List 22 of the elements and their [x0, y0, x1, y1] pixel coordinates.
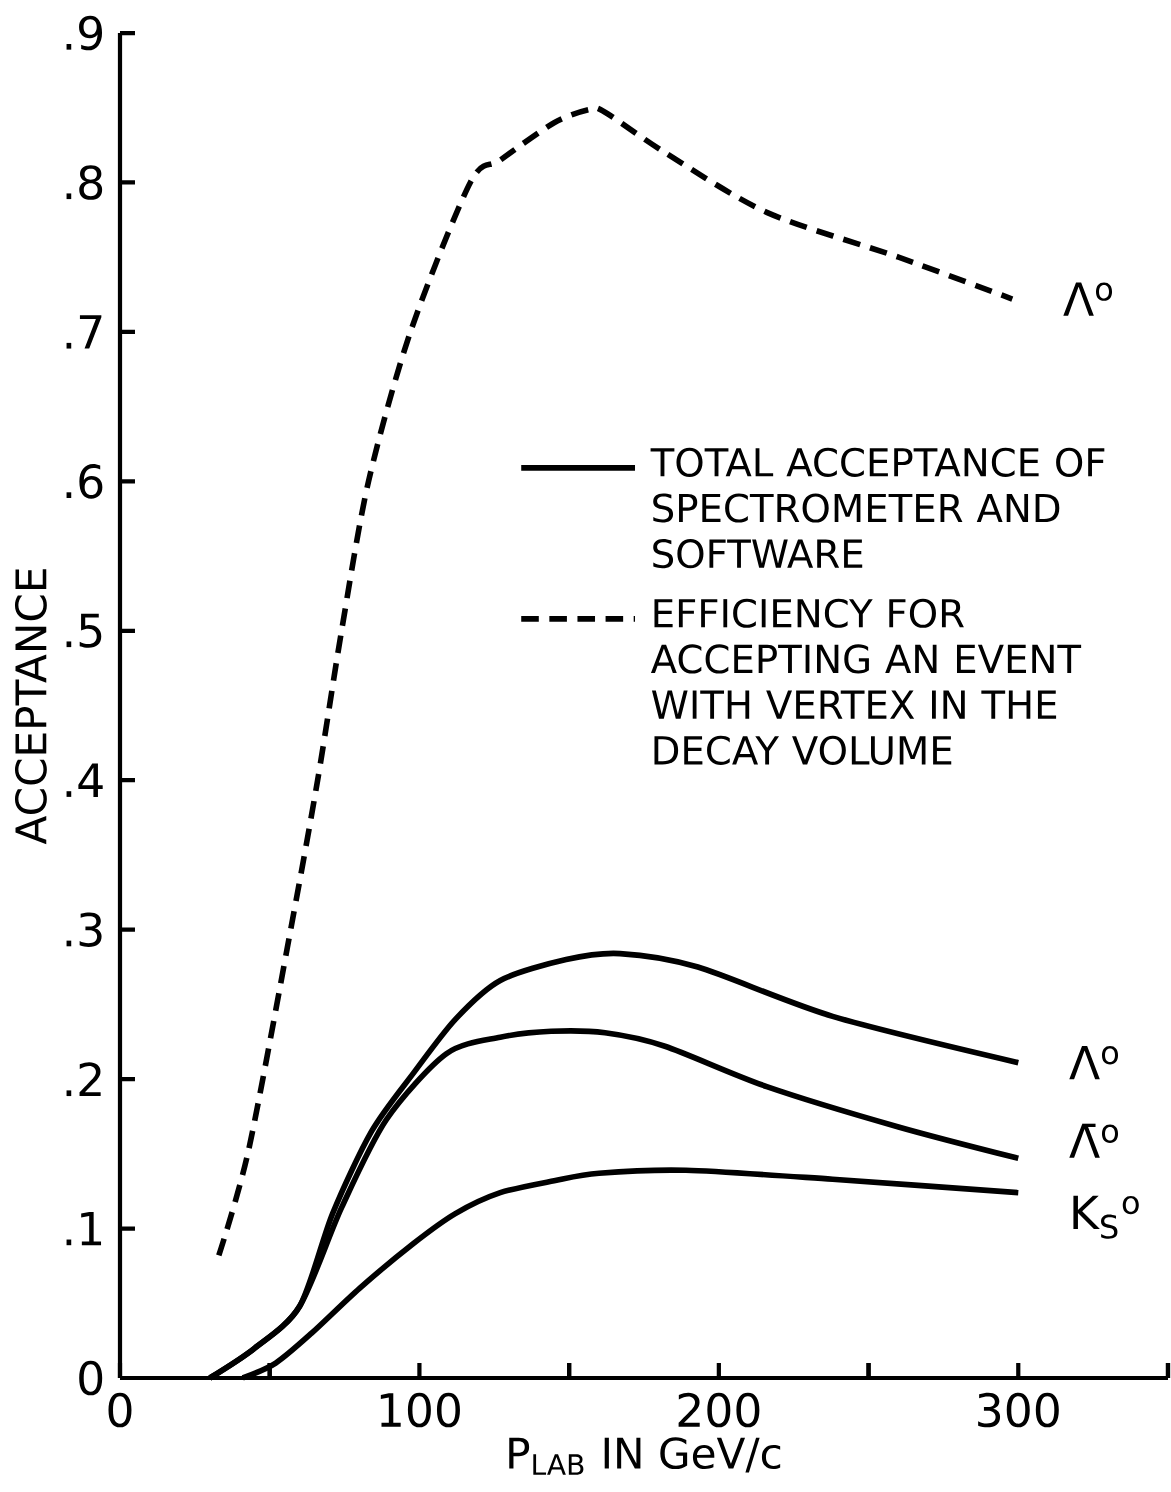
x-tick-label: 300 [978, 1392, 1059, 1428]
x-tick-label: 100 [380, 1392, 460, 1428]
series-label: Λ$^{o}$ [1063, 282, 1113, 316]
y-tick-label: .1 [66, 1211, 102, 1246]
annotation: TOTAL ACCEPTANCE OF SPECTROMETER AND SOFTWARE [650, 447, 1105, 569]
y-tick-label: .4 [66, 763, 103, 797]
y-tick-label: .6 [66, 464, 103, 499]
y-tick-label: 0 [79, 1360, 103, 1396]
y-tick-label: .3 [66, 912, 102, 947]
y-tick-label: .9 [66, 15, 103, 51]
x-tick-label: 200 [678, 1392, 760, 1428]
y-tick-label: .8 [66, 165, 103, 200]
x-tick-label: 0 [108, 1392, 132, 1428]
y-tick-label: .5 [66, 613, 102, 648]
y-axis-title: ACCEPTANCE [14, 569, 47, 845]
x-axis-title: P$_{LAB}$ IN GeV/c [509, 1437, 781, 1475]
y-tick-label: .7 [66, 315, 102, 349]
series-label: Λ̄$^{o}$ [1069, 1123, 1119, 1158]
series-label: K$_{S}$o [1073, 1195, 1139, 1239]
y-tick-label: .2 [66, 1062, 101, 1097]
annotation: EFFICIENCY FOR ACCEPTING AN EVENT WITH VERTEX IN THE DECAY VOLUME [650, 598, 1082, 765]
series-label: Λ$^{o}$ [1069, 1046, 1119, 1080]
